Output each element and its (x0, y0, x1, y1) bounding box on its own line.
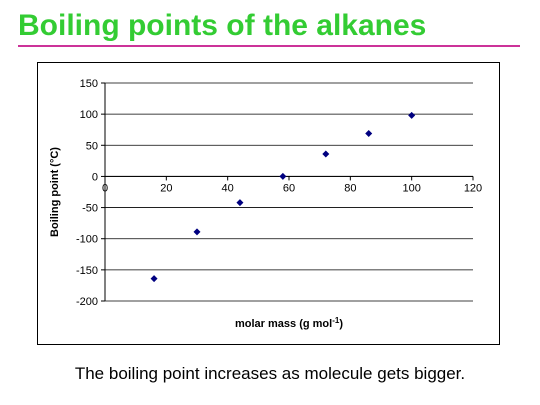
title-divider (18, 45, 520, 47)
y-tick-label: 100 (80, 109, 98, 121)
y-tick-label: 50 (86, 140, 98, 152)
y-tick-label: -50 (82, 203, 98, 215)
y-tick-label: 0 (92, 171, 98, 183)
data-point (365, 129, 373, 137)
chart-frame: -200 -150 -100 -50 0 50 100 150 0 20 40 60 80 100 120 … (37, 62, 500, 345)
data-points (150, 111, 416, 283)
data-point (408, 111, 416, 119)
x-tick-label: 120 (464, 182, 482, 194)
x-tick-label: 0 (102, 182, 108, 194)
data-point (150, 275, 158, 283)
data-point (279, 172, 287, 180)
y-tick-label: -150 (76, 265, 98, 277)
y-tick-label: -200 (76, 296, 98, 308)
x-axis-title: molar mass (g mol-1) (235, 316, 343, 330)
y-tick-label: -100 (76, 234, 98, 246)
data-point (236, 199, 244, 207)
x-tick-label: 20 (160, 182, 172, 194)
slide-title: Boiling points of the alkanes (18, 9, 427, 42)
x-tick-label: 40 (222, 182, 234, 194)
data-point (193, 228, 201, 236)
y-tick-label: 150 (80, 78, 98, 90)
data-point (322, 150, 330, 158)
tick-labels: -200 -150 -100 -50 0 50 100 150 0 20 40 60 80 100 120 (76, 78, 482, 308)
slide-caption: The boiling point increases as molecule … (74, 364, 466, 383)
x-tick-label: 80 (344, 182, 356, 194)
axes (101, 82, 474, 302)
x-tick-label: 100 (402, 182, 420, 194)
x-tick-label: 60 (283, 182, 295, 194)
y-axis-title: Boiling point (°C) (49, 147, 61, 237)
